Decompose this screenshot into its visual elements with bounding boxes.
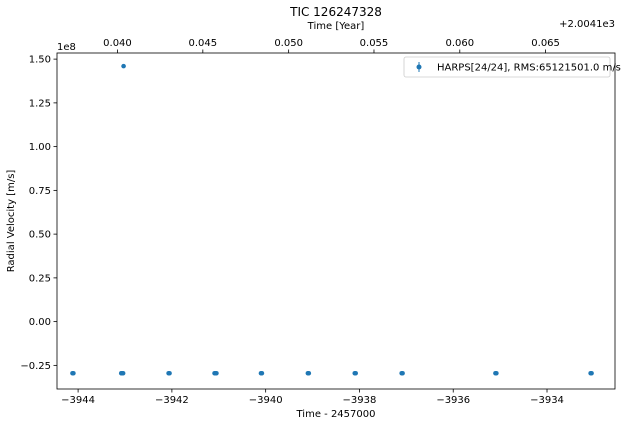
x-tick-label: −3934	[530, 395, 564, 406]
legend-box	[403, 56, 611, 78]
top-x-tick-label: 0.045	[189, 38, 218, 49]
x-tick-label: −3940	[249, 395, 283, 406]
data-point	[167, 370, 172, 376]
data-point	[353, 370, 358, 376]
x-tick-label: −3938	[343, 395, 377, 406]
x-tick-label: −3936	[436, 395, 470, 406]
y-tick-label: 1.00	[29, 142, 51, 153]
top-x-tick-label: 0.040	[103, 38, 132, 49]
y-axis-ticks: −0.25 0.00 0.25 0.50 0.75 1.00 1.25 1.50	[20, 55, 57, 372]
x-axis-ticks: −3944 −3942 −3940 −3938 −3936 −3934	[61, 389, 564, 406]
data-point	[214, 370, 219, 376]
top-x-tick-label: 0.060	[445, 38, 474, 49]
legend-label: HARPS[24/24], RMS:65121501.0 m/s	[437, 63, 621, 74]
y-tick-label: 1.25	[29, 98, 51, 109]
chart-title: TIC 126247328	[289, 5, 382, 19]
y-tick-label: 0.75	[29, 186, 51, 197]
data-point	[71, 370, 76, 376]
x-tick-label: −3942	[155, 395, 189, 406]
data-points	[70, 63, 594, 376]
y-tick-label: 0.25	[29, 273, 51, 284]
top-x-axis-label: Time [Year]	[307, 21, 365, 32]
top-axis-offset-label: +2.0041e3	[559, 19, 615, 30]
data-point	[259, 370, 265, 376]
y-tick-label: −0.25	[20, 361, 51, 372]
y-tick-label: 1.50	[29, 55, 51, 66]
data-point	[119, 370, 125, 376]
top-x-tick-label: 0.065	[531, 38, 560, 49]
top-x-tick-label: 0.050	[274, 38, 303, 49]
x-axis-label: Time - 2457000	[296, 409, 376, 420]
y-tick-label: 0.50	[29, 230, 51, 241]
data-point	[589, 370, 594, 376]
top-x-axis-ticks: 0.040 0.045 0.050 0.055 0.060 0.065	[103, 38, 560, 53]
plot-area-frame	[56, 52, 616, 390]
data-point	[306, 370, 312, 376]
x-tick-label: −3944	[61, 395, 95, 406]
y-axis-label: Radial Velocity [m/s]	[6, 170, 17, 273]
top-x-tick-label: 0.055	[360, 38, 389, 49]
y-tick-label: 0.00	[29, 317, 51, 328]
legend: HARPS[24/24], RMS:65121501.0 m/s	[403, 56, 621, 78]
legend-marker-icon	[416, 64, 422, 70]
y-axis-multiplier-label: 1e8	[57, 42, 76, 53]
data-point	[121, 63, 126, 69]
data-point	[400, 370, 405, 376]
data-point	[494, 370, 499, 376]
